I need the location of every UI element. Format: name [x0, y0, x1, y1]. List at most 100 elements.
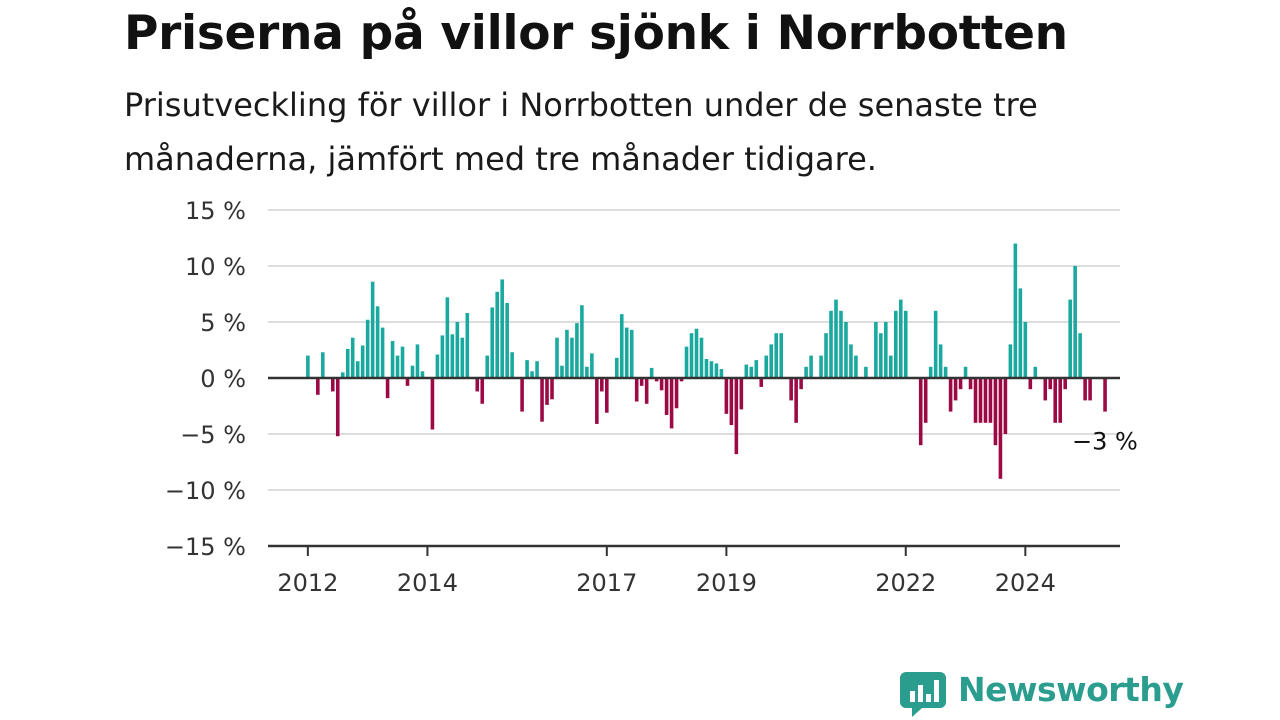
bar [963, 366, 968, 378]
bar [450, 334, 455, 378]
bar [619, 314, 624, 378]
x-tick-label: 2022 [875, 569, 936, 597]
bar [321, 352, 325, 378]
bar [679, 378, 684, 382]
chart-title: Priserna på villor sjönk i Norrbotten [124, 6, 1068, 61]
bar [903, 310, 908, 378]
bar [764, 355, 769, 378]
bar [465, 313, 470, 378]
y-tick-label: −5 % [180, 421, 246, 449]
bar [360, 345, 365, 378]
y-tick-label: −15 % [165, 533, 246, 561]
bar [978, 378, 983, 423]
bar [794, 378, 798, 423]
bar [799, 378, 803, 390]
bar [340, 372, 345, 378]
bar [928, 366, 933, 378]
bar [550, 378, 554, 400]
bar [864, 366, 868, 378]
bar [535, 361, 539, 378]
x-tick-label: 2017 [576, 569, 637, 597]
bar [938, 344, 943, 378]
bar [520, 378, 524, 412]
bar [380, 327, 385, 378]
bar [948, 378, 953, 412]
bar [898, 299, 903, 378]
bar [749, 366, 754, 378]
bar [1013, 243, 1018, 378]
bar [993, 378, 998, 446]
bar [1018, 288, 1023, 378]
bar [829, 310, 833, 378]
bar [435, 354, 440, 378]
bar [395, 355, 400, 378]
bar [644, 378, 649, 404]
bar [445, 297, 450, 378]
bar [1073, 266, 1077, 378]
bar [809, 355, 813, 378]
y-tick-label: 10 % [185, 253, 246, 281]
bar [684, 346, 689, 378]
bar [415, 344, 420, 378]
bar [769, 344, 774, 378]
chart-bubble-icon [900, 672, 946, 717]
bar [1028, 378, 1033, 390]
bar [699, 337, 704, 378]
bar [1068, 299, 1072, 378]
bar [350, 337, 355, 378]
bar [555, 337, 559, 378]
bar [789, 378, 793, 401]
y-tick-label: 15 % [185, 197, 246, 225]
bar [1033, 366, 1038, 378]
bar [958, 378, 963, 390]
bar [505, 302, 509, 378]
bar [600, 378, 604, 392]
bar [759, 378, 764, 387]
x-tick-label: 2014 [397, 569, 458, 597]
bar [918, 378, 923, 446]
bar-chart: 15 % 10 % 5 % 0 % −5 % −10 % −15 % 2012 2014 2017… [165, 197, 1138, 597]
bar [385, 378, 390, 399]
bar [410, 365, 415, 378]
bar [400, 346, 405, 378]
bar [430, 378, 435, 430]
bar [525, 360, 529, 378]
chart-subtitle: Prisutveckling för villor i Norrbotten u… [124, 86, 1038, 178]
bar [744, 364, 749, 378]
bar [739, 378, 744, 410]
bar [889, 355, 893, 378]
bar [854, 355, 858, 378]
last-value-label: −3 % [1072, 428, 1138, 456]
bar [659, 378, 664, 391]
bar [669, 378, 674, 429]
bar [510, 352, 514, 378]
bar [819, 355, 823, 378]
bar [634, 378, 639, 402]
newsworthy-logo: Newsworthy [900, 668, 1184, 717]
y-tick-label: 5 % [200, 309, 246, 337]
bar [624, 327, 629, 378]
bar [923, 378, 928, 423]
bar [639, 378, 644, 386]
bar [475, 378, 480, 392]
axes [268, 376, 1120, 556]
bar [894, 310, 898, 378]
y-tick-label: −10 % [165, 477, 246, 505]
bar [545, 378, 549, 405]
bar [580, 305, 584, 378]
bar [629, 329, 634, 378]
bar [390, 341, 395, 378]
gridlines [268, 209, 1120, 491]
bar [335, 378, 340, 437]
bar [316, 378, 320, 395]
bar [460, 337, 465, 378]
bar [943, 366, 948, 378]
bar [1078, 333, 1082, 378]
bars [306, 243, 1107, 479]
bar [654, 378, 659, 382]
brand-name: Newsworthy [958, 670, 1184, 709]
bar [1088, 378, 1092, 401]
bar [614, 357, 619, 378]
bar [420, 371, 425, 378]
bar [804, 366, 808, 378]
